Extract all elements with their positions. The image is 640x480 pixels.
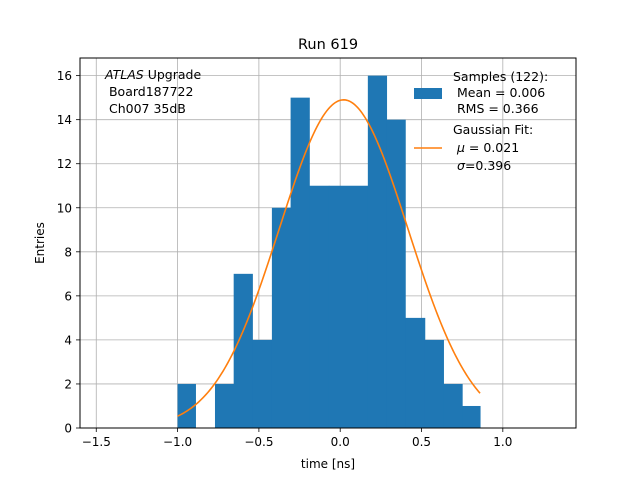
y-axis-label: Entries — [33, 222, 47, 264]
annotation-text: ATLAS Upgrade Board187722 Ch007 35dB — [104, 67, 201, 116]
annotation-channel: Ch007 35dB — [105, 101, 186, 116]
histogram-bar-0 — [177, 383, 196, 428]
x-tick-label-2: −0.5 — [244, 435, 273, 449]
plot-frame — [79, 57, 577, 429]
histogram-bars — [177, 75, 481, 429]
legend-samples-swatch — [414, 88, 442, 99]
y-tick-label-6: 12 — [57, 157, 72, 171]
gaussian-fit-curve — [177, 99, 481, 417]
y-tick-label-7: 14 — [57, 113, 72, 127]
legend-sigma-symbol: σ — [457, 158, 466, 173]
histogram-bar-11 — [405, 317, 426, 428]
x-tick-label-0: −1.5 — [82, 435, 111, 449]
y-tick-label-2: 4 — [64, 333, 72, 347]
annotation-board: Board187722 — [105, 84, 193, 99]
x-axis-label: time [ns] — [301, 457, 355, 471]
x-tick-label-5: 1.0 — [493, 435, 512, 449]
y-tick-label-8: 16 — [57, 69, 72, 83]
histogram-bar-2 — [214, 383, 235, 428]
histogram-bar-3 — [233, 273, 253, 428]
legend-sigma-value: =0.396 — [465, 158, 511, 173]
legend-samples-title: Samples (122): — [453, 69, 548, 84]
x-tick-label-4: 0.5 — [412, 435, 431, 449]
histogram-bar-14 — [462, 405, 481, 428]
histogram-bar-12 — [424, 339, 444, 428]
y-tick-label-3: 6 — [64, 289, 72, 303]
legend: Samples (122): Mean = 0.006 RMS = 0.366 … — [414, 69, 548, 173]
y-axis-ticks: 0 2 4 6 8 10 12 14 16 — [57, 69, 80, 436]
x-axis-ticks: −1.5 −1.0 −0.5 0.0 0.5 1.0 — [82, 428, 512, 449]
annotation-upgrade: Upgrade — [144, 67, 202, 82]
y-tick-label-1: 2 — [64, 377, 72, 391]
y-tick-label-5: 10 — [57, 201, 72, 215]
legend-mu-value: = 0.021 — [465, 140, 519, 155]
x-tick-label-3: 0.0 — [331, 435, 350, 449]
x-tick-label-1: −1.0 — [163, 435, 192, 449]
legend-fit-title: Gaussian Fit: — [453, 122, 533, 137]
histogram-bar-8 — [328, 185, 369, 428]
histogram-bar-4 — [252, 339, 273, 428]
y-tick-label-0: 0 — [64, 422, 72, 436]
histogram-bar-9 — [367, 75, 388, 428]
histogram-bar-10 — [386, 119, 406, 429]
histogram-bar-7 — [309, 185, 330, 428]
chart-title: Run 619 — [298, 37, 358, 53]
histogram-bar-13 — [443, 383, 463, 428]
legend-fit-sigma: σ=0.396 — [457, 158, 511, 173]
legend-samples-mean: Mean = 0.006 — [453, 85, 545, 100]
y-tick-label-4: 8 — [64, 245, 72, 259]
annotation-atlas: ATLAS — [104, 67, 144, 82]
legend-mu-symbol: μ — [456, 140, 465, 155]
histogram-bar-5 — [271, 207, 292, 428]
legend-samples-rms: RMS = 0.366 — [453, 101, 539, 116]
annotation-line-1: ATLAS Upgrade — [104, 67, 201, 82]
legend-fit-mu: μ = 0.021 — [456, 140, 519, 155]
